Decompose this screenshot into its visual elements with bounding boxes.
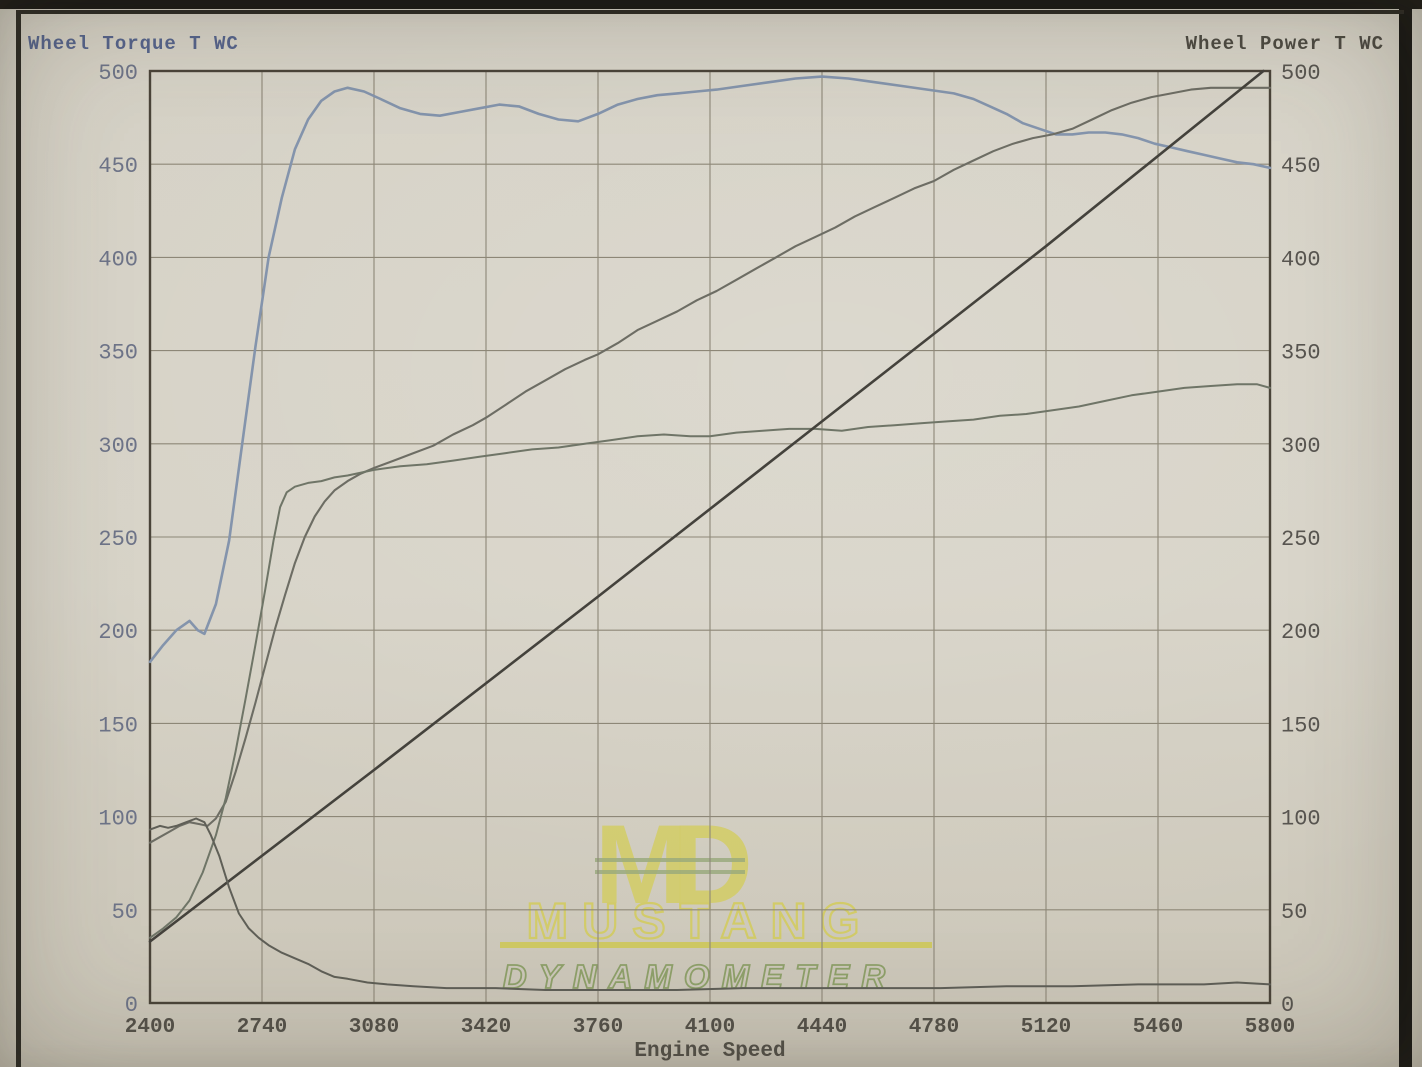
- right-axis-tick-label: 400: [1281, 247, 1321, 272]
- right-axis-tick-label: 50: [1281, 900, 1307, 925]
- md-logo-letter-d: D: [672, 802, 753, 927]
- curve-decaying-trace: [149, 817, 1271, 991]
- right-axis-tick-label: 150: [1281, 713, 1321, 738]
- x-axis-tick-label: 4780: [909, 1016, 959, 1039]
- md-logo-stripe: [595, 870, 745, 874]
- left-axis-tick-label: 50: [112, 900, 138, 925]
- left-axis-tick-label: 300: [98, 434, 138, 459]
- right-axis-tick-label: 100: [1281, 807, 1321, 832]
- md-logo-stripe: [595, 858, 745, 862]
- left-axis-tick-label: 250: [98, 527, 138, 552]
- curve-straight-diagonal-trace: [148, 69, 1265, 943]
- curve-torque-curve-blue: [148, 75, 1272, 664]
- left-axis-tick-label: 350: [98, 341, 138, 366]
- md-logo-letter-m: M: [595, 802, 688, 927]
- right-axis-tick-label: 250: [1281, 527, 1321, 552]
- left-axis-tick-label: 500: [98, 61, 138, 86]
- right-axis-tick-label: 0: [1281, 993, 1294, 1018]
- x-axis-tick-label: 3080: [349, 1016, 399, 1039]
- watermark-mustang-text: MUSTANG: [526, 893, 873, 949]
- x-axis-title: Engine Speed: [634, 1040, 785, 1063]
- left-axis-tick-label: 400: [98, 247, 138, 272]
- curve-secondary-torque-curve: [149, 383, 1271, 939]
- left-axis-title: Wheel Torque T WC: [28, 33, 239, 55]
- page-left-border: [16, 10, 21, 1067]
- right-axis-tick-label: 350: [1281, 341, 1321, 366]
- x-axis-tick-label: 2740: [237, 1016, 287, 1039]
- page-right-border: [1399, 0, 1412, 1067]
- watermark-underline: [500, 942, 932, 948]
- left-axis-tick-label: 200: [98, 620, 138, 645]
- right-axis-tick-label: 450: [1281, 154, 1321, 179]
- axis-tick-labels: 0 0 50 50 100 100 150 150 200 200 250 250 300 300 350 3…: [98, 61, 1320, 1063]
- data-curves: [148, 69, 1272, 991]
- grid-lines: [148, 69, 1272, 1005]
- x-axis-tick-label: 2400: [125, 1016, 175, 1039]
- mustang-dynamometer-watermark: M D MUSTANG DYNAMOMETER: [500, 802, 932, 996]
- right-axis-title: Wheel Power T WC: [1185, 33, 1384, 55]
- x-axis-tick-label: 4100: [685, 1016, 735, 1039]
- x-axis-tick-label: 3420: [461, 1016, 511, 1039]
- page-top-border: [16, 10, 1404, 14]
- curve-power-curve: [148, 86, 1272, 844]
- x-axis-tick-label: 5460: [1133, 1016, 1183, 1039]
- x-axis-tick-label: 5800: [1245, 1016, 1295, 1039]
- x-axis-tick-label: 4440: [797, 1016, 847, 1039]
- left-axis-tick-label: 450: [98, 154, 138, 179]
- photo-top-edge: [0, 0, 1422, 9]
- left-axis-tick-label: 100: [98, 807, 138, 832]
- x-axis-tick-label: 5120: [1021, 1016, 1071, 1039]
- plot-border: [148, 69, 1272, 1005]
- right-axis-tick-label: 500: [1281, 61, 1321, 86]
- right-axis-tick-label: 200: [1281, 620, 1321, 645]
- left-axis-tick-label: 0: [125, 993, 138, 1018]
- x-axis-tick-label: 3760: [573, 1016, 623, 1039]
- right-axis-tick-label: 300: [1281, 434, 1321, 459]
- left-axis-tick-label: 150: [98, 713, 138, 738]
